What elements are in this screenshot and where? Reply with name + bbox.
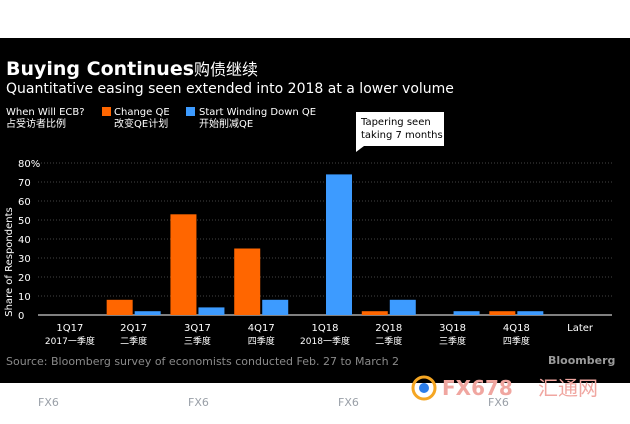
y-axis-label: Share of Respondents xyxy=(4,207,15,317)
x-tick-label-cn: 二季度 xyxy=(120,335,147,347)
watermark-brand-cn: 汇通网 xyxy=(538,376,598,400)
x-tick-label: 4Q17 xyxy=(248,323,275,334)
bar-change-qe xyxy=(234,248,261,315)
x-tick-label: 4Q18 xyxy=(503,323,530,334)
legend-question: When Will ECB? 占受访者比例 xyxy=(6,107,85,131)
annotation-box xyxy=(356,112,444,146)
x-tick-label-cn: 四季度 xyxy=(248,335,275,347)
legend-swatch-winding-down xyxy=(186,107,195,116)
y-tick-label: 80% xyxy=(18,159,40,170)
chart-subtitle: Quantitative easing seen extended into 2… xyxy=(6,81,454,97)
chart-title: Buying Continues购债继续 xyxy=(6,56,258,80)
legend-swatch-change-qe xyxy=(102,107,111,116)
y-tick-label: 10 xyxy=(18,292,31,303)
y-tick-label: 50 xyxy=(18,216,31,227)
legend-label-winding-down: Start Winding Down QE xyxy=(199,107,317,118)
x-tick-label-cn: 三季度 xyxy=(184,335,211,347)
legend-label-winding-down-cn: 开始削减QE xyxy=(199,119,254,130)
bar-winding-down xyxy=(326,174,352,315)
watermark-stamp-4: FX6 xyxy=(488,396,509,409)
bar-winding-down xyxy=(517,311,544,315)
x-tick-label: 1Q17 xyxy=(56,323,83,334)
annotation-callout: Tapering seen taking 7 months xyxy=(356,112,444,152)
legend-label-change-qe: Change QE xyxy=(114,107,170,118)
y-tick-label: 30 xyxy=(18,254,31,265)
x-tick-label: 2Q18 xyxy=(375,323,402,334)
grid-lines xyxy=(38,162,612,316)
bar-change-qe xyxy=(106,299,133,315)
x-tick-label-cn: 2017一季度 xyxy=(45,335,95,347)
watermark-stamp-1: FX6 xyxy=(38,396,59,409)
chart-title-en: Buying Continues xyxy=(6,58,195,80)
bar-winding-down xyxy=(453,311,480,315)
legend-item-winding-down: Start Winding Down QE 开始削减QE xyxy=(199,107,316,131)
annotation-line1: Tapering seen xyxy=(360,117,431,128)
x-tick-label: 1Q18 xyxy=(312,323,339,334)
chart-title-cn: 购债继续 xyxy=(194,60,259,79)
bar-winding-down xyxy=(198,307,225,315)
legend-item-change-qe: Change QE 改变QE计划 xyxy=(114,107,170,131)
source-note: Source: Bloomberg survey of economists c… xyxy=(6,355,400,368)
watermark-strip xyxy=(0,383,630,424)
legend-question-cn: 占受访者比例 xyxy=(6,119,66,130)
y-tick-label: 40 xyxy=(18,235,31,246)
x-tick-label: 2Q17 xyxy=(120,323,147,334)
y-tick-labels: 0 10 20 30 40 50 60 70 80% xyxy=(18,159,40,322)
watermark-stamp-2: FX6 xyxy=(188,396,209,409)
x-tick-label: Later xyxy=(567,323,594,334)
y-tick-label: 20 xyxy=(18,273,31,284)
annotation-line2: taking 7 months xyxy=(361,130,443,141)
x-tick-label: 3Q18 xyxy=(439,323,466,334)
chart-panel: Buying Continues购债继续 Quantitative easing… xyxy=(0,38,630,383)
bar-change-qe xyxy=(170,214,197,315)
watermark-logo: FX678 汇通网 xyxy=(411,375,598,401)
x-tick-label: 3Q17 xyxy=(184,323,211,334)
x-tick-label-cn: 三季度 xyxy=(439,335,466,347)
watermark-stamp-3: FX6 xyxy=(338,396,359,409)
legend-question-en: When Will ECB? xyxy=(6,107,85,118)
bar-winding-down xyxy=(262,299,289,315)
x-tick-labels: 1Q172017一季度2Q17二季度3Q17三季度4Q17四季度1Q182018… xyxy=(45,323,594,347)
bars xyxy=(106,174,544,315)
y-tick-label: 70 xyxy=(18,178,31,189)
bar-change-qe xyxy=(489,311,516,315)
y-tick-label: 60 xyxy=(18,197,31,208)
annotation-pointer xyxy=(356,142,364,152)
bar-winding-down xyxy=(389,299,416,315)
x-tick-label-cn: 四季度 xyxy=(503,335,530,347)
bar-change-qe xyxy=(361,311,388,315)
x-tick-label-cn: 二季度 xyxy=(375,335,402,347)
y-tick-label: 0 xyxy=(18,311,24,322)
bar-winding-down xyxy=(134,311,161,315)
x-tick-label-cn: 2018一季度 xyxy=(300,335,350,347)
brand-label: Bloomberg xyxy=(548,354,616,367)
watermark-brand: FX678 xyxy=(442,376,513,400)
legend-label-change-qe-cn: 改变QE计划 xyxy=(114,119,169,130)
